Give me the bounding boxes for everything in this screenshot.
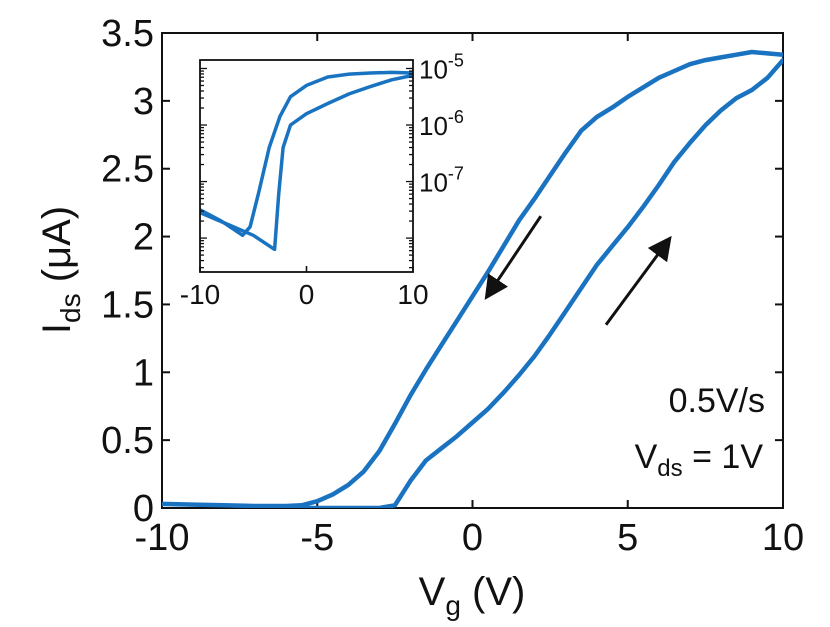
inset-y-tick-exponent: -5 xyxy=(448,50,464,70)
inset-y-tick-base: 10 xyxy=(419,111,448,141)
x-axis-symbol: V xyxy=(419,570,446,614)
sweep-direction-arrows xyxy=(484,215,672,326)
main-data-series xyxy=(162,49,783,508)
vds-subscript: ds xyxy=(657,455,682,482)
inset-x-tick-label: 0 xyxy=(299,279,315,310)
inset-data-series xyxy=(200,70,413,252)
vds-annotation: Vds = 1V xyxy=(635,438,764,482)
vds-symbol: V xyxy=(635,438,658,476)
x-axis-label: Vg (V) xyxy=(419,570,526,621)
y-axis-subscript: ds xyxy=(55,293,86,323)
y-tick-label: 1.5 xyxy=(101,284,154,326)
inset-forward-curve xyxy=(200,73,413,252)
x-tick-label: 10 xyxy=(762,517,804,559)
y-tick-label: 1 xyxy=(133,352,154,394)
sweep-rate-annotation: 0.5V/s xyxy=(669,382,765,420)
inset-y-tick-label: 10-7 xyxy=(419,164,464,198)
inset-x-tick-label: 10 xyxy=(397,279,428,310)
y-tick-label: 2.5 xyxy=(101,149,154,191)
forward-sweep-curve xyxy=(252,57,783,508)
x-tick-label: 5 xyxy=(617,517,638,559)
inset-y-tick-exponent: -6 xyxy=(448,107,464,127)
y-tick-label: 0.5 xyxy=(101,420,154,462)
y-tick-label: 3 xyxy=(133,81,154,123)
forward-sweep-arrow xyxy=(604,235,672,326)
main-axis-ticks: -10 -5 0 5 10 0 0.5 1 1.5 2 2.5 3 3.5 xyxy=(101,13,804,559)
inset-y-tick-label: 10-6 xyxy=(419,107,464,141)
x-tick-label: -10 xyxy=(135,517,190,559)
x-axis-unit: (V) xyxy=(461,570,525,614)
vds-value: = 1V xyxy=(683,438,764,476)
y-tick-label: 0 xyxy=(133,488,154,530)
y-tick-label: 2 xyxy=(133,217,154,259)
main-plot-panel: -10 -5 0 5 10 0 0.5 1 1.5 2 2.5 3 3.5 0.5V/s Vds = 1… xyxy=(35,13,804,621)
y-tick-label: 3.5 xyxy=(101,13,154,55)
inset-y-tick-base: 10 xyxy=(419,168,448,198)
inset-background xyxy=(200,60,413,272)
y-axis-symbol: I xyxy=(35,323,79,334)
reverse-sweep-curve xyxy=(162,49,783,508)
inset-y-tick-label: 10-5 xyxy=(419,50,464,84)
inset-x-tick-label: -10 xyxy=(180,279,220,310)
inset-y-tick-exponent: -7 xyxy=(448,164,464,184)
y-axis-label: Ids (μA) xyxy=(35,206,86,334)
x-tick-label: -5 xyxy=(300,517,334,559)
inset-y-tick-base: 10 xyxy=(419,54,448,84)
x-axis-subscript: g xyxy=(445,590,461,621)
x-tick-label: 0 xyxy=(462,517,483,559)
y-axis-unit: (μA) xyxy=(35,206,79,293)
reverse-sweep-arrow xyxy=(484,215,543,300)
inset-reverse-curve xyxy=(200,70,413,238)
